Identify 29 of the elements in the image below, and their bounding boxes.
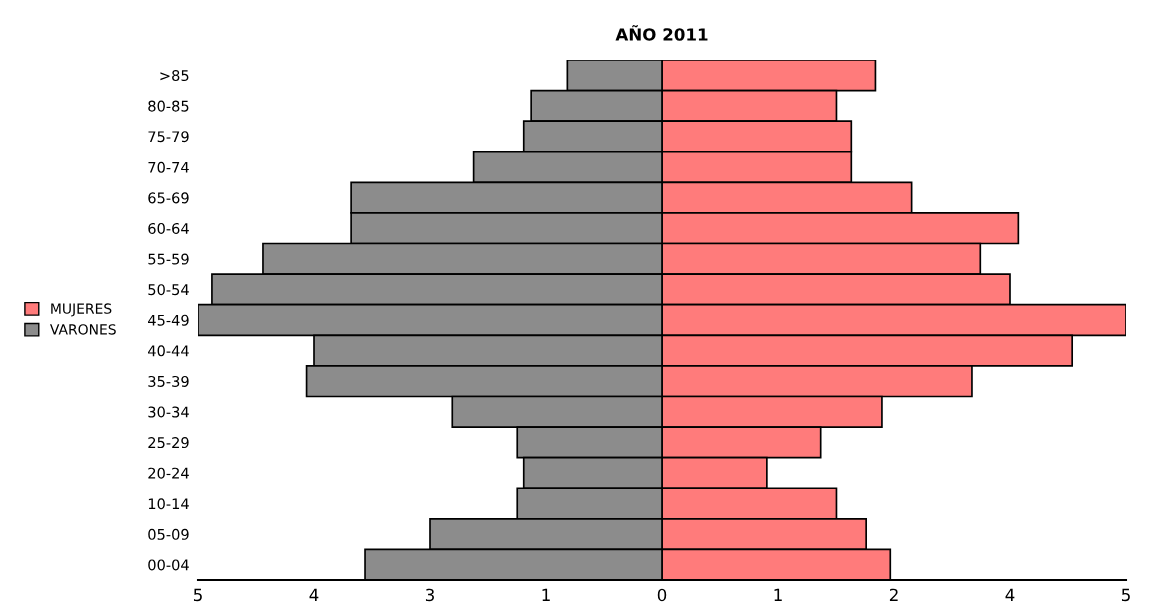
chart-title: AÑO 2011	[615, 25, 708, 41]
y-tick-label: 45-49	[148, 314, 189, 326]
y-tick-label: 30-34	[148, 406, 189, 418]
x-tick-label: 4	[309, 588, 319, 601]
y-tick-label: 40-44	[148, 345, 189, 357]
y-tick-label: 80-85	[148, 100, 189, 112]
y-tick-label: 20-24	[148, 467, 189, 479]
y-tick-label: 60-64	[148, 222, 189, 234]
x-tick-label: 5	[1121, 588, 1130, 602]
y-tick-label: 25-29	[148, 437, 189, 449]
legend-label: MUJERES	[51, 303, 112, 317]
x-tick-label: 0	[657, 588, 667, 602]
y-tick-label: 70-74	[148, 161, 189, 173]
x-tick-label: 2	[889, 588, 898, 601]
x-tick-label: 3	[425, 588, 434, 602]
y-tick-label: 50-54	[148, 284, 189, 296]
y-tick-label: 10-14	[148, 498, 189, 510]
x-tick-label: 5	[193, 588, 202, 602]
y-tick-label: 35-39	[148, 375, 189, 387]
x-tick-label: 1	[542, 588, 550, 601]
y-tick-label: 55-59	[148, 253, 189, 265]
y-tick-label: 75-79	[148, 131, 189, 143]
y-tick-label: 00-04	[148, 559, 189, 571]
x-tick-label: 4	[1005, 588, 1015, 601]
y-tick-label: >85	[160, 70, 189, 82]
y-tick-label: 05-09	[148, 528, 189, 540]
legend-label: VARONES	[50, 324, 116, 335]
x-tick-label: 1	[774, 588, 782, 601]
y-tick-label: 65-69	[148, 192, 189, 204]
